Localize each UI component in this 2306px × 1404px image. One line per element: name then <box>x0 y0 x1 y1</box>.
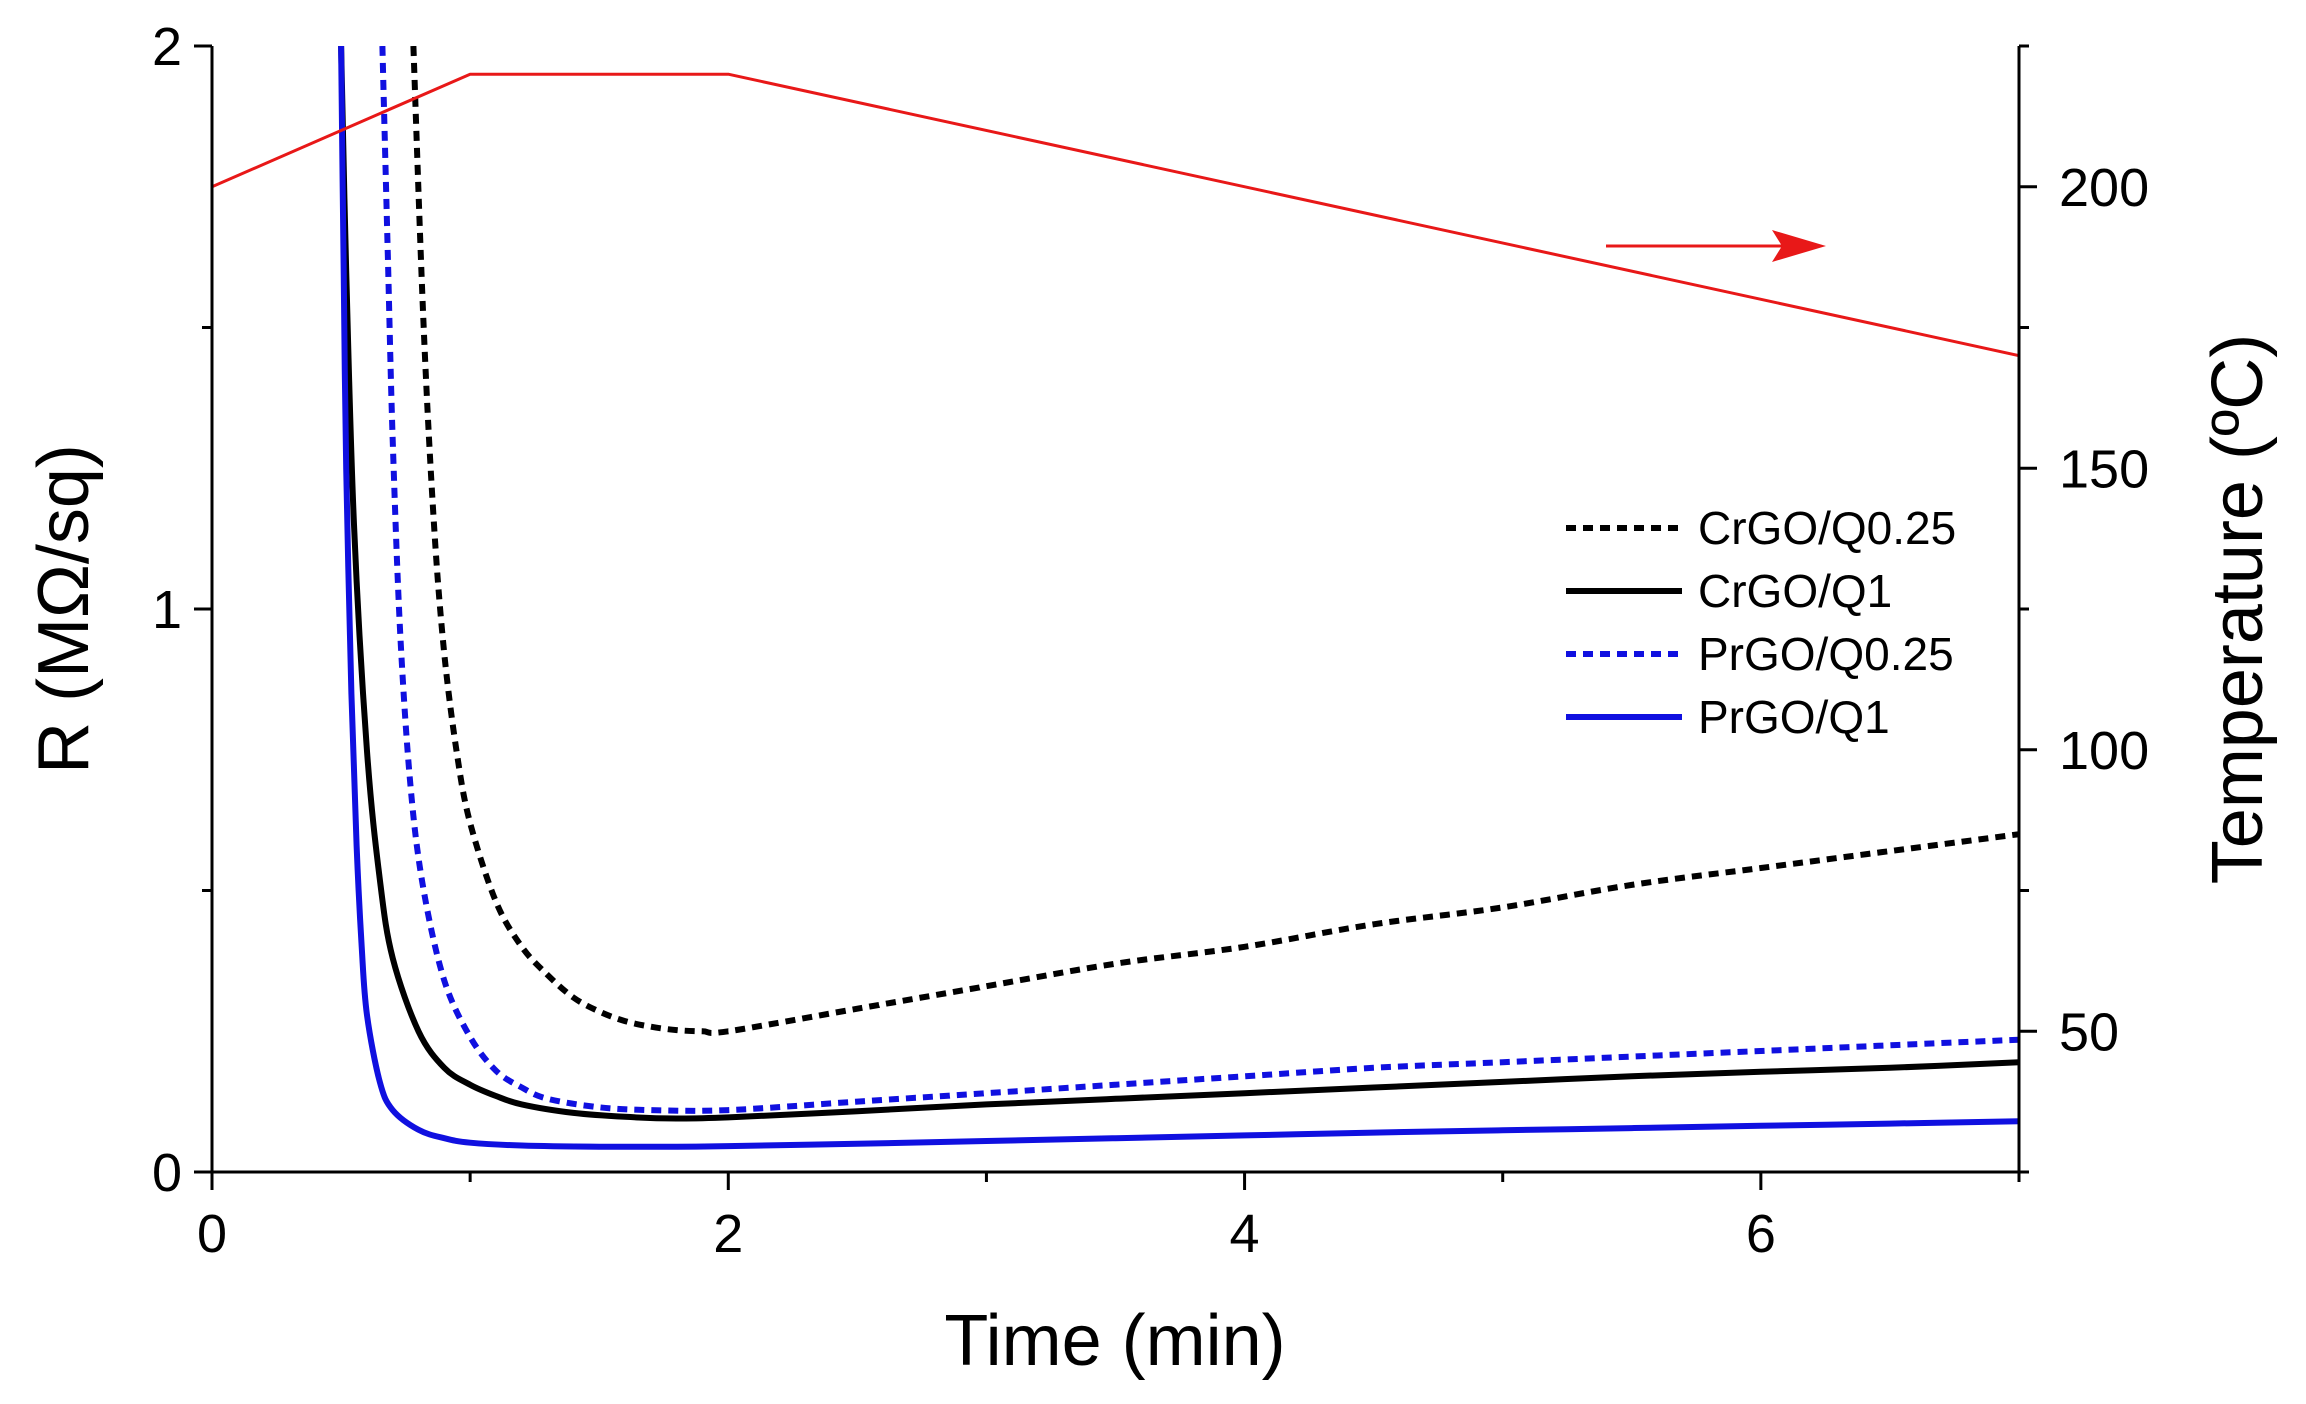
legend-label-crgo-q0-25: CrGO/Q0.25 <box>1698 502 1956 554</box>
legend-label-prgo-q1: PrGO/Q1 <box>1698 691 1890 743</box>
y-tick-label: 0 <box>152 1143 182 1203</box>
series-line-prgo-q0-25 <box>379 46 2019 1114</box>
ticks-layer <box>194 44 2037 1190</box>
y2-tick-label: 50 <box>2059 1002 2119 1062</box>
y-tick-label: 1 <box>152 580 182 640</box>
temperature-axis-arrow <box>1606 230 1826 262</box>
x-tick-label: 4 <box>1230 1204 1260 1264</box>
x-tick-label: 6 <box>1746 1204 1776 1264</box>
y-tick-label: 2 <box>152 17 182 77</box>
y2-axis-title: Temperature (ºC) <box>2198 334 2278 884</box>
legend: CrGO/Q0.25 CrGO/Q1 PrGO/Q0.25 PrGO/Q1 <box>1566 502 1956 743</box>
y2-tick-label: 100 <box>2059 721 2149 781</box>
x-tick-label: 2 <box>713 1204 743 1264</box>
arrow-head <box>1772 230 1826 262</box>
labels-layer: 0 2 4 6 0 1 2 50 100 150 200 <box>152 17 2149 1264</box>
y2-tick-label: 200 <box>2059 158 2149 218</box>
legend-label-prgo-q0-25: PrGO/Q0.25 <box>1698 628 1954 680</box>
y-axis-title: R (MΩ/sq) <box>24 444 104 774</box>
y2-tick-label: 150 <box>2059 439 2149 499</box>
legend-label-crgo-q1: CrGO/Q1 <box>1698 565 1892 617</box>
series-line-temperature <box>212 72 2019 358</box>
series-line-prgo-q1 <box>338 46 2019 1150</box>
x-tick-label: 0 <box>197 1204 227 1264</box>
x-axis-title: Time (min) <box>944 1301 1285 1381</box>
series-line-crgo-q1 <box>338 46 2019 1122</box>
series-line-crgo-q0-25 <box>410 46 2019 1036</box>
data-layer <box>212 46 2019 1150</box>
